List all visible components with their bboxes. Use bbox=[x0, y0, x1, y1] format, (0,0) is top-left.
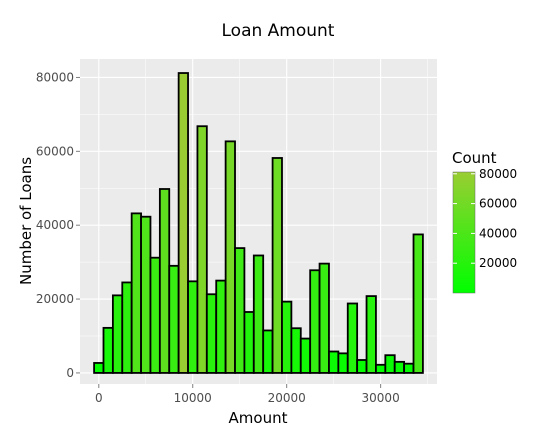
histogram-bar bbox=[346, 302, 359, 374]
y-axis: 0 20000 40000 60000 80000 bbox=[36, 70, 80, 380]
histogram-bar bbox=[187, 280, 199, 374]
x-tick-label: 0 bbox=[95, 391, 103, 405]
legend-tick-label: 20000 bbox=[479, 256, 517, 270]
histogram-bar bbox=[299, 337, 312, 374]
histogram-bar bbox=[102, 326, 114, 374]
histogram-bar bbox=[252, 254, 265, 374]
histogram-bar bbox=[384, 354, 396, 374]
histogram-bar bbox=[168, 264, 180, 374]
histogram-bar bbox=[158, 188, 171, 374]
histogram-bar bbox=[365, 295, 377, 374]
histogram-bar bbox=[149, 256, 161, 374]
histogram-bar bbox=[111, 294, 124, 374]
histogram-bar bbox=[121, 281, 133, 374]
histogram-bar bbox=[205, 293, 218, 374]
histogram-bar bbox=[318, 262, 330, 374]
bars bbox=[93, 72, 424, 374]
histogram-bar bbox=[215, 279, 227, 374]
legend-title: Count bbox=[452, 149, 497, 167]
legend-tick-label: 60000 bbox=[479, 197, 517, 211]
histogram-bar bbox=[356, 359, 368, 374]
histogram-bar bbox=[337, 352, 349, 374]
histogram-bar bbox=[243, 311, 255, 374]
histogram-bar bbox=[393, 360, 406, 374]
y-tick-label: 60000 bbox=[36, 144, 74, 158]
chart-title: Loan Amount bbox=[222, 21, 335, 41]
histogram-bar bbox=[224, 140, 236, 374]
y-tick-label: 0 bbox=[66, 366, 74, 380]
histogram-bar bbox=[234, 247, 246, 374]
histogram-bar bbox=[290, 327, 302, 374]
histogram-bar bbox=[262, 329, 274, 374]
histogram-bar bbox=[375, 363, 387, 374]
x-axis-label: Amount bbox=[229, 409, 288, 427]
y-axis-label: Number of Loans bbox=[17, 157, 35, 285]
y-tick-label: 40000 bbox=[36, 218, 74, 232]
histogram-bar bbox=[309, 269, 321, 374]
histogram-bar bbox=[196, 125, 208, 374]
histogram-bar bbox=[271, 157, 283, 374]
histogram-bar bbox=[93, 362, 105, 374]
histogram-bar bbox=[403, 362, 415, 374]
histogram-bar bbox=[177, 72, 189, 374]
color-legend: Count 20000 40000 60000 80000 bbox=[452, 149, 517, 294]
y-tick-label: 80000 bbox=[36, 70, 74, 84]
histogram-bar bbox=[130, 212, 142, 374]
y-tick-label: 20000 bbox=[36, 292, 74, 306]
x-tick-label: 30000 bbox=[362, 391, 400, 405]
histogram-bar bbox=[412, 233, 424, 374]
histogram-bar bbox=[281, 300, 293, 374]
legend-colorbar bbox=[452, 171, 476, 294]
x-tick-label: 20000 bbox=[268, 391, 306, 405]
histogram-bar bbox=[140, 215, 152, 374]
legend-tick-label: 80000 bbox=[479, 167, 517, 181]
x-axis: 0 10000 20000 30000 bbox=[95, 384, 400, 405]
legend-tick-label: 40000 bbox=[479, 226, 517, 240]
histogram-bar bbox=[328, 350, 340, 374]
x-tick-label: 10000 bbox=[174, 391, 212, 405]
